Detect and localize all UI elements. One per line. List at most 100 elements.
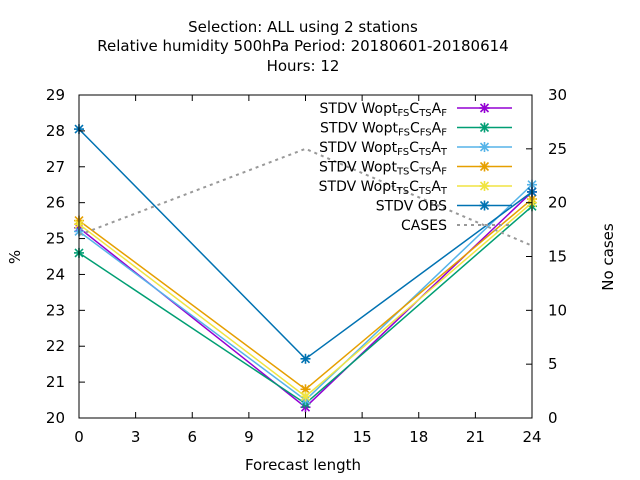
legend-subscript: TS: [396, 167, 409, 178]
legend-item-0: STDV WoptFSCTSAF: [320, 101, 512, 119]
legend-label: STDV WoptTSCTSAF: [319, 160, 447, 178]
legend-item-5: STDV OBS: [376, 199, 512, 215]
x-tick-label: 9: [244, 428, 254, 446]
legend-subscript: F: [441, 128, 447, 139]
legend-marker: [479, 200, 490, 211]
legend-text: STDV Wopt: [320, 101, 398, 117]
legend-label: STDV WoptFSCTSAT: [319, 140, 448, 158]
legend-item-3: STDV WoptTSCTSAF: [319, 160, 512, 178]
ticks-layer: 0 3 6 9 12 15 18 21 24 20 21 22 23 24 25 26 27 28 29 0 5 10 15…: [46, 86, 567, 446]
legend-subscript: TS: [418, 147, 431, 158]
series-0: [74, 186, 537, 413]
y-tick-label: 28: [46, 122, 65, 140]
y-axis-label: %: [6, 250, 24, 264]
legend-text: C: [409, 179, 419, 195]
legend-subscript: TS: [418, 186, 431, 197]
legend-label: STDV OBS: [376, 199, 447, 215]
y-tick-label: 24: [46, 265, 65, 283]
legend-subscript: TS: [418, 167, 431, 178]
x-tick-label: 15: [353, 428, 372, 446]
series-line: [78, 147, 533, 247]
series-line: [78, 128, 533, 360]
legend-text: A: [432, 101, 442, 117]
legend-subscript: T: [440, 186, 448, 197]
series-line: [78, 205, 533, 405]
legend-text: A: [432, 121, 442, 137]
legend-text: C: [410, 121, 420, 137]
y2-tick-label: 15: [548, 248, 567, 266]
series-2: [74, 179, 537, 406]
series-5: [74, 124, 537, 364]
y2-axis-label: No cases: [599, 223, 617, 291]
y-tick-label: 27: [46, 158, 65, 176]
legend-marker: [479, 181, 490, 191]
x-tick-label: 24: [522, 428, 541, 446]
legend-text: CASES: [401, 218, 447, 234]
series-6: [78, 147, 533, 247]
y-tick-label: 21: [46, 373, 65, 391]
legend-text: A: [432, 160, 442, 176]
legend-label: CASES: [401, 218, 447, 234]
x-tick-label: 6: [187, 428, 197, 446]
legend-marker: [479, 122, 490, 133]
legend-subscript: FS: [397, 147, 409, 158]
y-tick-label: 22: [46, 337, 65, 355]
y2-tick-label: 25: [548, 140, 567, 158]
y-tick-label: 29: [46, 86, 65, 104]
series-layer: [74, 124, 537, 413]
data-point: [300, 353, 311, 364]
legend-subscript: FS: [397, 108, 409, 119]
legend-subscript: FS: [398, 128, 410, 139]
y2-tick-label: 10: [548, 301, 567, 319]
legend-text: STDV Wopt: [319, 160, 397, 176]
y2-tick-label: 0: [548, 409, 558, 427]
x-tick-label: 0: [74, 428, 84, 446]
legend-marker: [479, 161, 490, 172]
data-point: [300, 391, 311, 402]
legend-label: STDV WoptFSCFSAF: [320, 121, 447, 139]
legend-subscript: TS: [396, 186, 409, 197]
x-tick-label: 18: [409, 428, 428, 446]
legend-subscript: T: [440, 147, 448, 158]
legend-marker: [479, 103, 490, 113]
legend-subscript: FS: [420, 128, 432, 139]
series-1: [74, 201, 537, 409]
y2-tick-label: 20: [548, 194, 567, 212]
x-tick-label: 12: [296, 428, 315, 446]
legend-text: STDV Wopt: [319, 179, 397, 195]
x-tick-label: 21: [466, 428, 485, 446]
x-axis-label: Forecast length: [245, 456, 361, 474]
legend-text: C: [409, 160, 419, 176]
legend-text: A: [431, 140, 441, 156]
legend-item-4: STDV WoptTSCTSAT: [319, 179, 512, 197]
legend-text: C: [409, 101, 419, 117]
legend-subscript: F: [441, 167, 447, 178]
legend-label: STDV WoptFSCTSAF: [320, 101, 448, 119]
legend-item-2: STDV WoptFSCTSAT: [319, 140, 512, 158]
series-4: [74, 197, 537, 402]
legend-text: C: [409, 140, 419, 156]
chart-title: Selection: ALL using 2 stations Relative…: [97, 18, 508, 75]
legend-text: STDV OBS: [376, 199, 447, 215]
legend-text: STDV Wopt: [319, 140, 397, 156]
legend-label: STDV WoptTSCTSAT: [319, 179, 448, 197]
y2-tick-label: 5: [548, 355, 558, 373]
legend-subscript: TS: [418, 108, 431, 119]
y-tick-label: 26: [46, 194, 65, 212]
y2-tick-label: 30: [548, 86, 567, 104]
legend-subscript: F: [441, 108, 447, 119]
legend-text: A: [431, 179, 441, 195]
series-3: [74, 194, 537, 395]
y-tick-label: 23: [46, 301, 65, 319]
x-tick-label: 3: [131, 428, 141, 446]
legend-text: STDV Wopt: [320, 121, 398, 137]
title-line-3: Hours: 12: [267, 57, 340, 75]
title-line-2: Relative humidity 500hPa Period: 2018060…: [97, 37, 508, 55]
series-line: [78, 202, 533, 398]
legend-marker: [479, 142, 490, 152]
legend-item-6: CASES: [401, 218, 512, 234]
y-tick-label: 25: [46, 230, 65, 248]
y-tick-label: 20: [46, 409, 65, 427]
